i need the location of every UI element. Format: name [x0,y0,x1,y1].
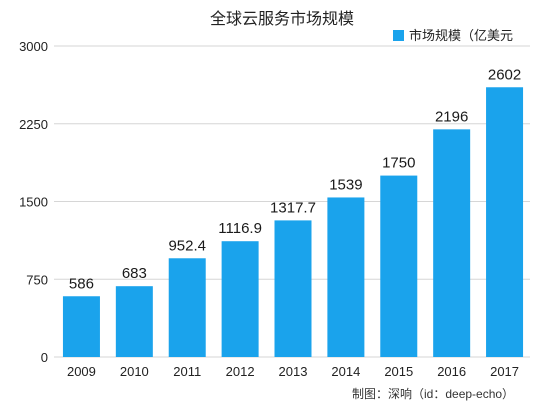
bar-value-label: 1116.9 [218,220,262,237]
legend-swatch [393,30,404,41]
x-tick-label: 2013 [279,364,308,379]
y-tick-label: 3000 [19,39,48,54]
x-tick-label: 2009 [67,364,96,379]
bars [62,87,524,357]
bar-value-label: 683 [122,265,147,282]
x-tick-label: 2016 [437,364,466,379]
bar-value-label: 1539 [329,176,362,193]
data-labels: 586 683 952.4 1116.9 1317.7 1539 1750 2196 2602 [69,66,521,292]
bar-value-label: 1750 [382,155,415,172]
bar-value-label: 586 [69,275,94,292]
y-tick-label: 0 [41,350,48,365]
x-tick-label: 2012 [226,364,255,379]
y-tick-label: 1500 [19,195,48,210]
bar [62,296,100,357]
x-tick-label: 2010 [120,364,149,379]
bar [433,129,471,357]
legend: 市场规模（亿美元 [393,28,513,43]
x-tick-label: 2011 [173,364,201,379]
bar [115,286,153,357]
bar [274,220,312,357]
bar [380,175,418,357]
y-tick-label: 750 [26,272,48,287]
bar-value-label: 2602 [488,66,521,83]
bar [327,197,365,357]
bar [221,241,259,357]
bar-value-label: 952.4 [168,237,206,254]
x-tick-label: 2014 [331,364,360,379]
bar-value-label: 1317.7 [270,199,316,216]
chart-credit: 制图：深响（id：deep-echo） [352,386,514,401]
legend-label: 市场规模（亿美元 [409,28,513,43]
x-tick-label: 2015 [384,364,413,379]
x-tick-label: 2017 [490,364,519,379]
bar-value-label: 2196 [435,108,468,125]
y-tick-label: 2250 [19,117,48,132]
bar [486,87,524,357]
y-axis-ticks: 0 750 1500 2250 3000 [19,39,48,365]
chart-title: 全球云服务市场规模 [210,10,354,28]
x-axis-ticks: 2009 2010 2011 2012 2013 2014 2015 2016 2017 [67,364,519,379]
bar [168,258,206,357]
